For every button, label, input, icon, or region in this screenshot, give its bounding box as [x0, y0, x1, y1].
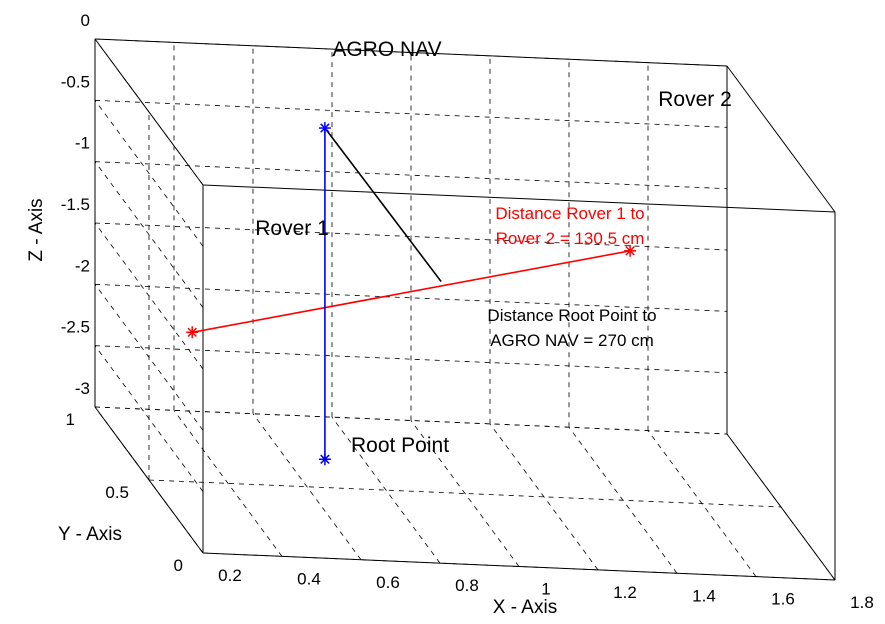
z-tick-label: -1 [75, 134, 90, 153]
x-tick-label: 1.2 [613, 583, 637, 602]
annotation-root-point: Root Point [351, 434, 449, 457]
x-tick-label: 1.4 [692, 586, 716, 605]
annotation-rover-1: Rover 1 [255, 217, 329, 240]
axes-box-edge [94, 38, 204, 186]
annotation-distance-rovers-line1: Distance Rover 1 to [495, 204, 644, 223]
grid-line [94, 222, 204, 370]
grid-line [489, 423, 599, 571]
x-tick-label: 1 [541, 580, 550, 599]
grid-line [94, 161, 204, 308]
point-rover-1 [186, 326, 199, 339]
annotation-distance-rovers-line2: Rover 2 = 130.5 cm [496, 229, 645, 248]
z-axis-label: Z - Axis [26, 198, 47, 261]
x-tick-label: 0.8 [455, 576, 479, 595]
y-tick-label: 0 [174, 556, 183, 575]
axes-box-edge [202, 184, 836, 213]
grid-layer [94, 38, 836, 581]
grid-line [94, 345, 204, 492]
x-tick-label: 0.6 [376, 573, 400, 592]
axes-box-edge [94, 406, 204, 554]
point-agro-nav [318, 122, 331, 135]
axes-box-edge [726, 65, 836, 213]
series-layer [186, 122, 637, 466]
z-tick-label: -3 [75, 379, 90, 398]
axes-box-edge [726, 433, 836, 581]
axes-box [94, 38, 836, 581]
grid-line [410, 420, 520, 567]
z-tick-label: 0 [81, 11, 90, 30]
y-tick-label: 1 [66, 410, 75, 429]
point-rover-2 [624, 244, 637, 257]
x-tick-label: 0.4 [297, 569, 321, 588]
grid-line [94, 99, 728, 128]
grid-line [94, 100, 204, 247]
tick-labels: 0.2 0.4 0.6 0.8 1 1.2 1.4 1.6 1.8 0 0.5 1 0 -0.5 -1 -1.… [61, 11, 874, 612]
z-tick-label: -2.5 [61, 318, 90, 337]
grid-line [252, 413, 362, 560]
point-root-point [318, 453, 331, 466]
axes-box-edge [94, 38, 728, 67]
z-tick-label: -0.5 [61, 72, 90, 91]
annotation-rover-2: Rover 2 [658, 88, 732, 111]
connector-line [324, 127, 442, 283]
annotation-distance-root-line1: Distance Root Point to [487, 306, 656, 325]
y-axis-label: Y - Axis [58, 524, 122, 545]
z-tick-label: -2 [75, 256, 90, 275]
grid-line [173, 410, 283, 557]
x-axis-label: X - Axis [493, 597, 557, 618]
x-tick-label: 0.2 [218, 566, 242, 585]
axes-box-edge [202, 552, 836, 581]
x-tick-label: 1.6 [771, 590, 795, 609]
z-tick-label: -1.5 [61, 195, 90, 214]
annotation-distance-root-line2: AGRO NAV = 270 cm [490, 331, 654, 350]
annotation-agro-nav: AGRO NAV [332, 38, 441, 61]
y-tick-label: 0.5 [105, 483, 129, 502]
connector-line [192, 250, 631, 334]
grid-line [331, 416, 441, 564]
grid-line [94, 284, 204, 431]
x-tick-label: 1.8 [850, 593, 874, 612]
